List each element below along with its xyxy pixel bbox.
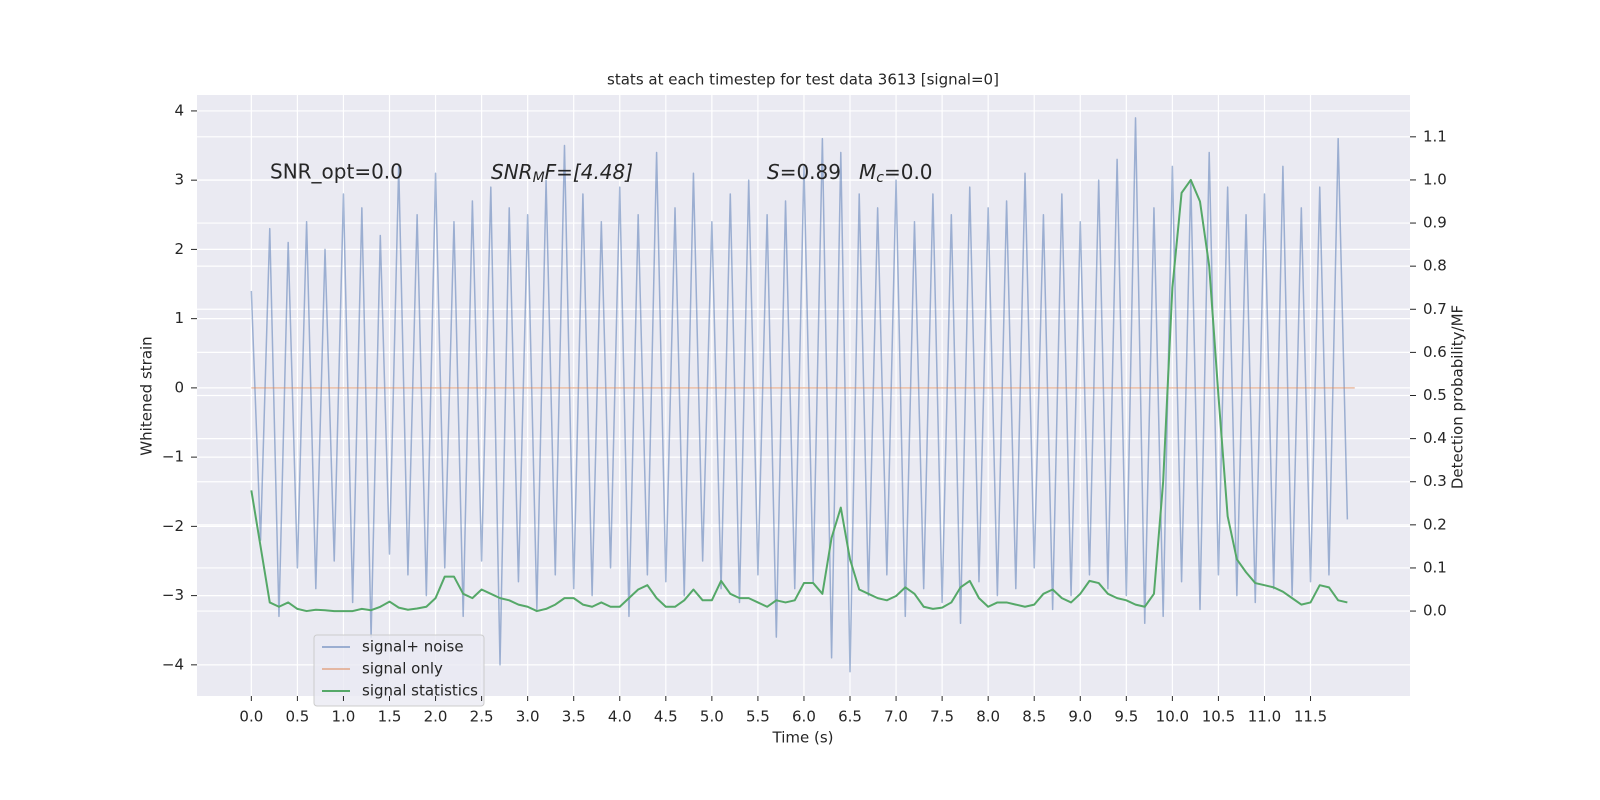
y2-tick-label: 0.5 — [1423, 386, 1447, 404]
y-tick-label: 2 — [174, 240, 184, 258]
annotation-part: F=[4.48] — [545, 160, 633, 184]
y2-tick-label: 0.7 — [1423, 300, 1447, 318]
x-tick-label: 7.0 — [884, 708, 908, 726]
y2-tick-label: 0.4 — [1423, 429, 1447, 447]
annotation: SNRMF=[4.48] — [491, 160, 633, 187]
x-tick-label: 1.5 — [378, 708, 402, 726]
y2-tick-label: 0.3 — [1423, 472, 1447, 490]
x-tick-label: 3.5 — [562, 708, 586, 726]
y-tick-label: 0 — [174, 378, 184, 396]
x-tick-label: 6.5 — [838, 708, 862, 726]
x-tick-label: 10.0 — [1156, 708, 1189, 726]
y-tick-label: 3 — [174, 171, 184, 189]
series-line — [250, 117, 1349, 673]
x-tick-label: 5.5 — [746, 708, 770, 726]
y-tick-label: −3 — [162, 586, 184, 604]
y2-tick-label: 0.2 — [1423, 515, 1447, 533]
legend-label: signal only — [362, 660, 443, 678]
annotation-part: =0.89 — [780, 160, 841, 184]
x-tick-label: 0.0 — [239, 708, 263, 726]
legend-label: signal statistics — [362, 682, 478, 700]
y-tick-label: −2 — [162, 517, 184, 535]
y-axis-label: Whitened strain — [138, 336, 156, 455]
x-tick-label: 10.5 — [1202, 708, 1235, 726]
x-tick-label: 5.0 — [700, 708, 724, 726]
y2-tick-label: 0.9 — [1423, 214, 1447, 232]
x-axis-label: Time (s) — [772, 729, 834, 747]
x-tick-label: 4.0 — [608, 708, 632, 726]
legend-box — [313, 634, 485, 707]
y2-tick-label: 0.1 — [1423, 558, 1447, 576]
annotation-part: SNR — [491, 160, 533, 184]
legend: signal+ noise signal only signal statistic… — [313, 634, 485, 707]
x-tick-label: 4.5 — [654, 708, 678, 726]
annotation: SNR_opt=0.0 — [270, 160, 403, 184]
annotation-part: =0.0 — [884, 160, 933, 184]
chart-title: stats at each timestep for test data 361… — [607, 71, 999, 89]
x-tick-label: 2.5 — [470, 708, 494, 726]
x-tick-label: 8.0 — [976, 708, 1000, 726]
x-tick-label: 9.0 — [1068, 708, 1092, 726]
y-tick-label: 4 — [174, 101, 184, 119]
x-tick-label: 6.0 — [792, 708, 816, 726]
y2-tick-label: 0.6 — [1423, 343, 1447, 361]
y2-axis-label: Detection probability/MF — [1449, 305, 1467, 489]
y2-tick-label: 1.1 — [1423, 127, 1447, 145]
annotation-part: M — [533, 170, 545, 186]
annotation-part: M — [859, 160, 876, 184]
annotation: Mc=0.0 — [859, 160, 933, 187]
y-tick-label: 1 — [174, 309, 184, 327]
y2-tick-label: 0.8 — [1423, 257, 1447, 275]
y-tick-label: −4 — [162, 655, 184, 673]
x-tick-label: 1.0 — [332, 708, 356, 726]
legend-label: signal+ noise — [362, 638, 464, 656]
annotation-part: S — [767, 160, 780, 184]
x-tick-label: 11.0 — [1248, 708, 1281, 726]
x-tick-label: 8.5 — [1022, 708, 1046, 726]
y2-tick-label: 0.0 — [1423, 602, 1447, 620]
y2-tick-label: 1.0 — [1423, 170, 1447, 188]
x-tick-label: 2.0 — [424, 708, 448, 726]
x-tick-label: 9.5 — [1114, 708, 1138, 726]
annotation: S=0.89 — [767, 160, 841, 184]
x-tick-label: 3.0 — [516, 708, 540, 726]
annotation-part: c — [876, 170, 884, 186]
series-line — [250, 178, 1348, 613]
x-tick-label: 0.5 — [285, 708, 309, 726]
x-tick-label: 7.5 — [930, 708, 954, 726]
marks — [250, 117, 1355, 673]
y-tick-label: −1 — [162, 448, 184, 466]
x-tick-label: 11.5 — [1294, 708, 1327, 726]
